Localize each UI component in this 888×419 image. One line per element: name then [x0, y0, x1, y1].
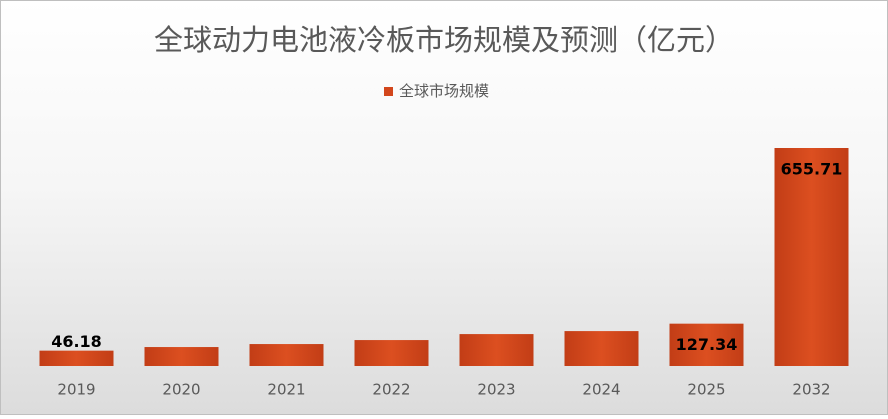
x-tick-label: 2024: [582, 381, 620, 399]
data-label: 46.18: [51, 332, 102, 351]
bar: [564, 331, 639, 366]
data-label: 655.71: [781, 160, 843, 179]
x-tick-label: 2019: [57, 381, 95, 399]
x-tick-label: 2023: [477, 381, 515, 399]
bar: [774, 148, 849, 366]
x-tick-label: 2022: [372, 381, 410, 399]
x-tick-label: 2032: [792, 381, 830, 399]
bar: [39, 350, 114, 366]
x-tick-label: 2021: [267, 381, 305, 399]
x-tick-label: 2025: [687, 381, 725, 399]
bar: [669, 323, 744, 366]
chart-title: 全球动力电池液冷板市场规模及预测（亿元）: [154, 23, 734, 57]
data-label: 127.34: [676, 335, 738, 354]
x-tick-label: 2020: [162, 381, 200, 399]
bar: [354, 340, 429, 366]
legend-label: 全球市场规模: [399, 82, 489, 100]
bar: [144, 347, 219, 366]
bar: [249, 344, 324, 366]
bar: [459, 334, 534, 366]
legend-marker: [384, 87, 393, 96]
